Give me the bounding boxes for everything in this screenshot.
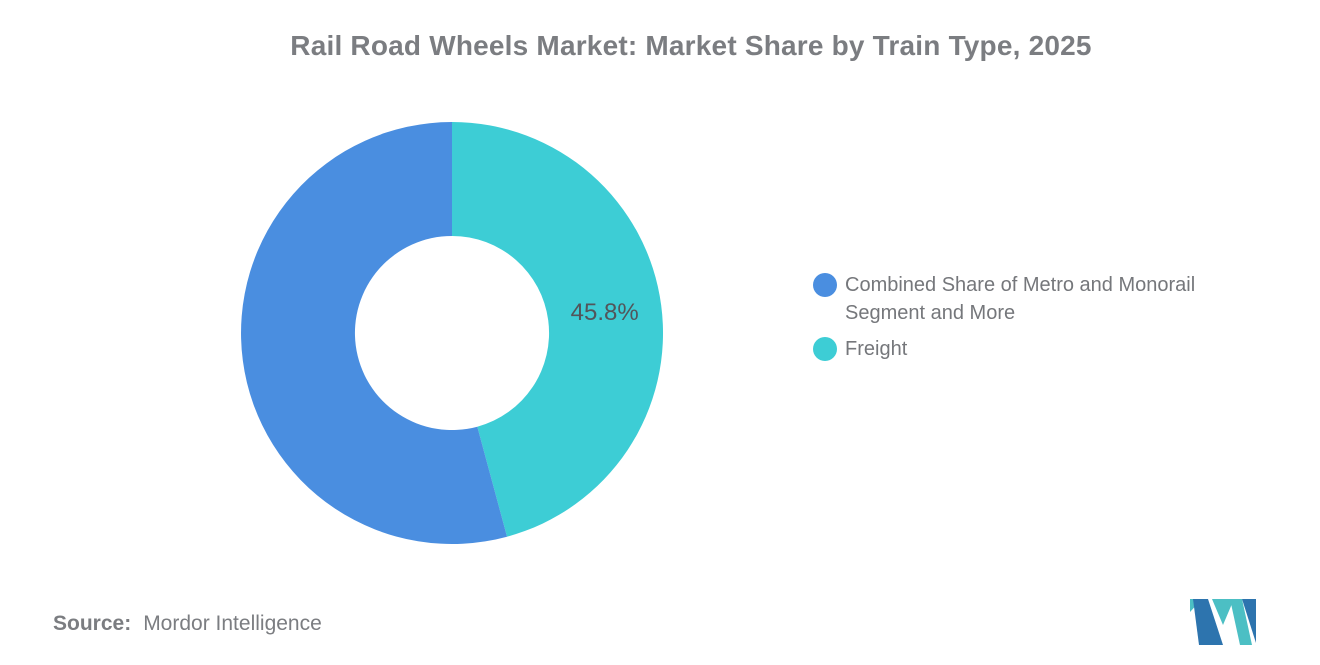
donut-chart: 45.8% [237, 118, 667, 548]
legend-label-freight: Freight [845, 338, 908, 360]
legend-label-metro-monorail: Combined Share of Metro and Monorail Seg… [845, 274, 1196, 324]
legend-swatch-metro-monorail-icon [813, 273, 837, 297]
donut-slice-combined-share-of-metro-and-monorail-segment-and-more [241, 122, 508, 544]
slice-data-label-freight: 45.8% [570, 298, 639, 326]
chart-legend: Combined Share of Metro and Monorail Seg… [813, 271, 1245, 363]
donut-chart-svg [241, 122, 664, 544]
source-text: Mordor Intelligence [143, 612, 322, 635]
legend-item-metro-monorail: Combined Share of Metro and Monorail Seg… [813, 271, 1245, 327]
source-label: Source: [53, 612, 132, 635]
legend-swatch-freight-icon [813, 337, 837, 361]
chart-title: Rail Road Wheels Market: Market Share by… [290, 30, 1092, 61]
donut-slice-freight [452, 122, 664, 537]
source-attribution: Source: Mordor Intelligence [53, 612, 322, 636]
mordor-intelligence-logo [1190, 599, 1256, 645]
legend-item-freight: Freight [813, 335, 1245, 363]
